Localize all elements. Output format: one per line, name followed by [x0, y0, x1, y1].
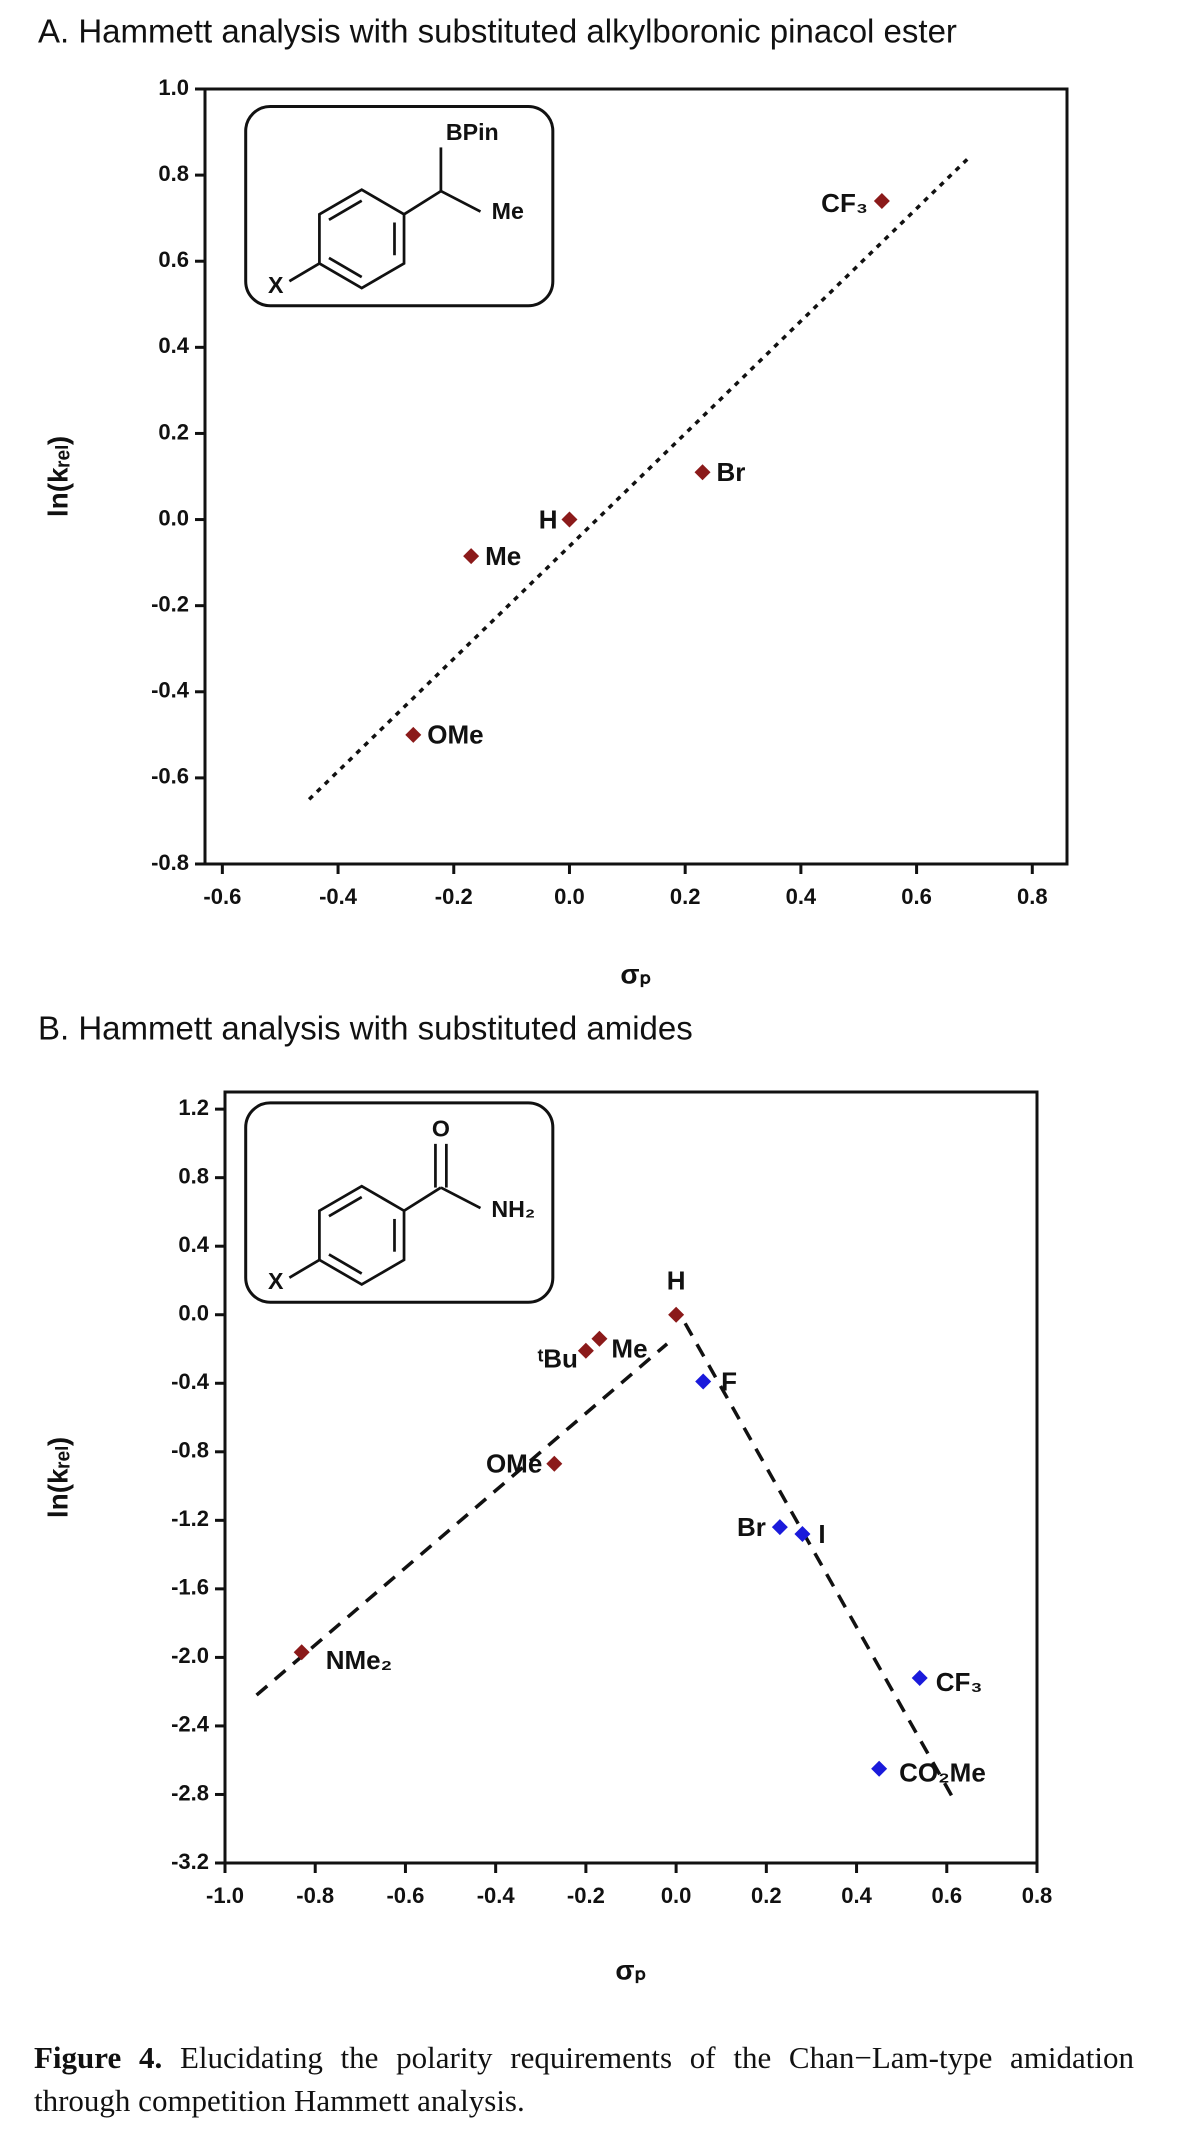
point-label: H [667, 1266, 686, 1296]
data-point [668, 1306, 685, 1323]
y-tick-label: 0.4 [178, 1232, 209, 1257]
y-tick-label: 0.8 [158, 161, 189, 186]
point-label: OMe [486, 1449, 542, 1479]
x-tick-label: 0.2 [751, 1883, 782, 1908]
y-tick-label: -3.2 [171, 1849, 209, 1874]
fit-line [683, 1322, 958, 1804]
y-tick-label: -0.8 [151, 850, 189, 875]
inset-label: O [432, 1115, 450, 1141]
y-tick-label: -0.4 [171, 1369, 210, 1394]
y-tick-label: -2.0 [171, 1643, 209, 1668]
y-tick-label: 0.2 [158, 419, 189, 444]
figure-caption: Figure 4. Elucidating the polarity requi… [34, 2036, 1134, 2122]
x-tick-label: 0.4 [841, 1883, 872, 1908]
inset-label: NH₂ [491, 1196, 535, 1222]
y-tick-label: -2.8 [171, 1780, 209, 1805]
caption-label: Figure 4. [34, 2040, 163, 2075]
x-tick-label: -0.6 [203, 884, 241, 909]
y-tick-label: -0.8 [171, 1438, 209, 1463]
x-tick-label: 0.6 [931, 1883, 962, 1908]
y-tick-label: 0.4 [158, 333, 189, 358]
inset-label: BPin [446, 119, 499, 145]
y-tick-label: -0.4 [151, 678, 190, 703]
caption-text: Elucidating the polarity requirements of… [34, 2040, 1135, 2118]
point-label: H [539, 504, 558, 534]
data-point [591, 1330, 608, 1347]
inset-label: X [268, 1268, 284, 1294]
chart-title: A. Hammett analysis with substituted alk… [38, 13, 957, 50]
ring [288, 1143, 482, 1287]
data-point [695, 1373, 712, 1390]
data-point [771, 1519, 788, 1536]
inset-label: Me [492, 198, 524, 224]
point-label: ᵗBu [538, 1344, 578, 1374]
x-tick-label: -0.8 [296, 1883, 334, 1908]
point-label: F [721, 1366, 737, 1396]
data-point [694, 464, 711, 481]
data-point [463, 548, 480, 565]
point-label: CO₂Me [899, 1758, 986, 1788]
point-label: OMe [427, 720, 483, 750]
data-point [873, 192, 890, 209]
y-tick-label: 0.6 [158, 247, 189, 272]
fit-line [255, 1342, 669, 1697]
y-axis-label: ln(kᵣₑₗ) [42, 436, 73, 517]
y-tick-label: 0.0 [158, 505, 189, 530]
y-tick-label: -2.4 [171, 1712, 210, 1737]
point-label: CF₃ [821, 188, 868, 218]
y-tick-label: 0.8 [178, 1163, 209, 1188]
inset-label: X [268, 272, 284, 298]
structure-inset: BPin Me X [244, 104, 555, 308]
x-tick-label: -0.2 [435, 884, 473, 909]
plot-frame [203, 87, 1069, 866]
data-point [546, 1455, 563, 1472]
point-label: Me [611, 1334, 647, 1364]
x-tick-label: -0.2 [567, 1883, 605, 1908]
data-point [293, 1644, 310, 1661]
y-tick-label: -0.2 [151, 591, 189, 616]
ring [288, 147, 482, 290]
x-tick-label: 0.6 [901, 884, 932, 909]
y-tick-label: 0.0 [178, 1301, 209, 1326]
x-tick-label: -0.6 [386, 1883, 424, 1908]
point-label: Br [737, 1512, 766, 1542]
data-point [561, 511, 578, 528]
x-tick-label: 0.0 [554, 884, 585, 909]
y-tick-label: -1.2 [171, 1506, 209, 1531]
y-tick-label: -0.6 [151, 764, 189, 789]
plot-frame [223, 1090, 1039, 1865]
x-tick-label: 0.8 [1017, 884, 1048, 909]
structure-inset: O NH₂ X [244, 1101, 555, 1304]
point-label: Br [717, 457, 746, 487]
inset-frame [244, 104, 555, 308]
x-axis-label: σₚ [620, 958, 651, 989]
data-point [871, 1760, 888, 1777]
point-label: NMe₂ [326, 1645, 392, 1675]
y-axis-label: ln(kᵣₑₗ) [42, 1437, 73, 1518]
x-axis-label: σₚ [615, 1954, 646, 1985]
point-label: CF₃ [936, 1667, 983, 1697]
point-label: I [818, 1519, 825, 1549]
x-tick-label: 0.4 [786, 884, 817, 909]
y-tick-label: 1.2 [178, 1095, 209, 1120]
data-point [405, 726, 422, 743]
x-tick-label: -1.0 [206, 1883, 244, 1908]
x-tick-label: -0.4 [477, 1883, 516, 1908]
data-point [794, 1526, 811, 1543]
x-tick-label: -0.4 [319, 884, 358, 909]
x-tick-label: 0.0 [661, 1883, 692, 1908]
data-point [911, 1669, 928, 1686]
y-tick-label: -1.6 [171, 1575, 209, 1600]
point-label: Me [485, 541, 521, 571]
y-tick-label: 1.0 [158, 75, 189, 100]
data-point [577, 1342, 594, 1359]
chart-title: B. Hammett analysis with substituted ami… [38, 1010, 693, 1047]
x-tick-label: 0.8 [1022, 1883, 1053, 1908]
x-tick-label: 0.2 [670, 884, 701, 909]
inset-frame [244, 1101, 555, 1304]
figure: A. Hammett analysis with substituted alk… [38, 13, 1069, 1985]
